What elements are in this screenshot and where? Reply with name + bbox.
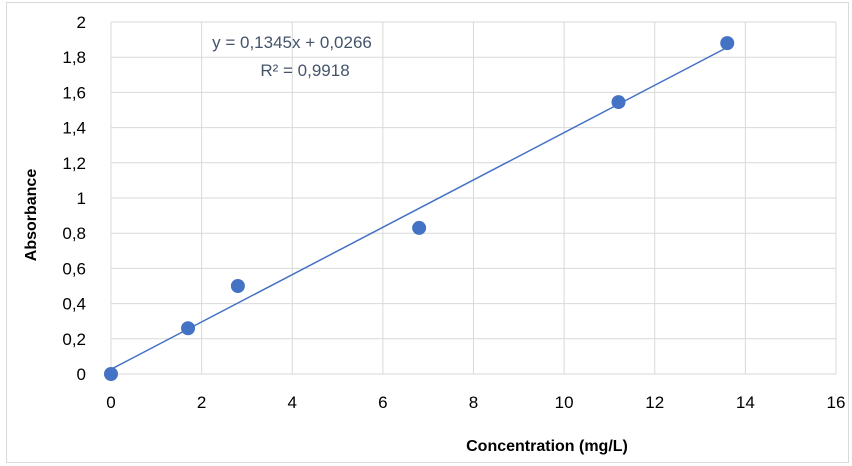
- trendline-r-squared: R² = 0,9918: [260, 61, 349, 80]
- chart-area: [6, 2, 849, 463]
- y-tick-label: 0,6: [62, 259, 86, 278]
- data-point: [720, 36, 735, 51]
- x-tick-label: 6: [378, 393, 387, 412]
- x-tick-label: 8: [469, 393, 478, 412]
- x-axis-title: Concentration (mg/L): [466, 438, 628, 455]
- data-point: [412, 220, 427, 235]
- gridlines: [110, 21, 837, 375]
- y-tick-label: 2: [77, 13, 86, 32]
- x-tick-label: 14: [736, 393, 755, 412]
- y-tick-label: 0,8: [62, 224, 86, 243]
- x-tick-label: 4: [288, 393, 297, 412]
- x-tick-label: 2: [197, 393, 206, 412]
- data-point: [181, 321, 196, 336]
- y-tick-label: 1,8: [62, 48, 86, 67]
- data-point: [104, 367, 118, 381]
- data-point: [230, 279, 245, 293]
- trendline-layer: [110, 46, 728, 370]
- x-tick-label: 10: [555, 393, 574, 412]
- x-tick-label: 0: [106, 393, 115, 412]
- y-tick-label: 1,2: [62, 154, 86, 173]
- x-tick-label: 12: [645, 393, 664, 412]
- trendline-equation: y = 0,1345x + 0,0266: [212, 33, 372, 52]
- data-point: [611, 95, 626, 110]
- data-points: [104, 36, 735, 381]
- y-tick-label: 1,6: [62, 83, 86, 102]
- y-tick-label: 1: [77, 189, 86, 208]
- x-tick-label: 16: [827, 393, 846, 412]
- y-axis-ticks: 0 0,2 0,4 0,6 0,8 1 1,2 1,4 1,6 1,8 2: [62, 13, 86, 384]
- y-tick-label: 1,4: [62, 119, 86, 138]
- y-tick-label: 0: [77, 365, 86, 384]
- x-axis-ticks: 0 2 4 6 8 10 12 14 16: [106, 393, 845, 412]
- y-axis-title: Absorbance: [23, 169, 40, 262]
- y-tick-label: 0,4: [62, 295, 86, 314]
- linear-trendline: [110, 46, 728, 370]
- y-tick-label: 0,2: [62, 330, 86, 349]
